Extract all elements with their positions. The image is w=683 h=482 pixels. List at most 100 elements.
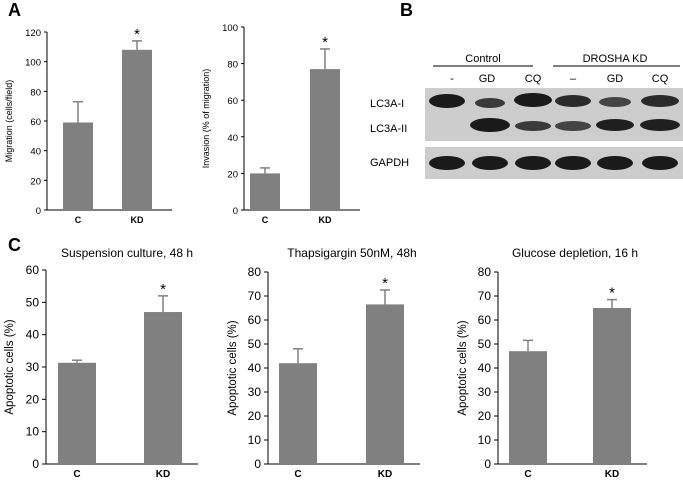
blot-lane-3: CQ xyxy=(525,73,542,85)
band-lc3a-ii-lane-3 xyxy=(515,121,551,131)
chart-4-bar-c xyxy=(279,363,317,464)
chart-5-y-tick-label: 60 xyxy=(478,313,492,327)
chart-2-bar-c xyxy=(250,173,280,210)
chart-5-y-tick-label: 10 xyxy=(478,433,492,447)
chart-5-bar-c xyxy=(509,351,547,464)
chart-4-y-tick-label: 20 xyxy=(248,409,262,423)
blot-row-gapdh: GAPDH xyxy=(370,157,409,169)
chart-2-y-axis-label: Invasion (% of migration) xyxy=(201,69,211,169)
chart-2-category-label: KD xyxy=(319,215,332,225)
chart-3-y-axis-label: Apoptotic cells (%) xyxy=(4,319,16,414)
chart-1-category-label: KD xyxy=(131,215,144,225)
chart-2-significance-marker: * xyxy=(322,34,328,51)
chart-5-y-tick-label: 30 xyxy=(478,385,492,399)
chart-3-significance-marker: * xyxy=(160,281,166,298)
chart-2-y-tick-label: 0 xyxy=(233,206,238,217)
chart-3-y-tick-label: 20 xyxy=(26,392,40,406)
panel-label-b: B xyxy=(400,0,413,20)
band-gapdh-lane-2 xyxy=(472,156,508,170)
chart-1-bar-c xyxy=(63,122,93,210)
chart-5-y-tick-label: 20 xyxy=(478,409,492,423)
band-gapdh-lane-5 xyxy=(597,156,633,170)
band-lc3a-ii-lane-4 xyxy=(555,121,591,131)
blot-group-kd: DROSHA KD xyxy=(583,53,648,65)
band-lc3a-i-lane-5 xyxy=(599,97,631,107)
band-lc3a-i-lane-6 xyxy=(641,95,679,107)
band-lc3a-i-lane-1 xyxy=(429,94,465,108)
band-gapdh-lane-6 xyxy=(642,156,678,170)
chart-5-category-label: C xyxy=(524,469,531,480)
chart-3-bar-c xyxy=(58,362,96,464)
blot-lane-4: – xyxy=(570,73,577,85)
chart-4-y-tick-label: 70 xyxy=(248,289,262,303)
chart-4-y-tick-label: 40 xyxy=(248,361,262,375)
chart-2-y-tick-label: 60 xyxy=(227,96,238,107)
chart-1-significance-marker: * xyxy=(134,26,140,43)
chart-5-y-axis-label: Apoptotic cells (%) xyxy=(457,320,469,415)
chart-3-category-label: C xyxy=(73,469,80,480)
blot-lane-5: GD xyxy=(607,73,624,85)
chart-4-y-tick-label: 50 xyxy=(248,337,262,351)
chart-3-y-tick-label: 60 xyxy=(26,263,40,277)
chart-2-y-tick-label: 40 xyxy=(227,133,238,144)
blot-lc3-membrane xyxy=(425,88,683,141)
chart-1-y-tick-label: 0 xyxy=(36,206,41,217)
chart-4-y-tick-label: 30 xyxy=(248,385,262,399)
chart-3-y-tick-label: 40 xyxy=(26,328,40,342)
chart-4-y-tick-label: 60 xyxy=(248,313,262,327)
chart-4-category-label: C xyxy=(294,469,301,480)
blot-lane-1: - xyxy=(450,73,454,85)
chart-2-y-tick-label: 100 xyxy=(222,23,238,34)
chart-5-category-label: KD xyxy=(605,469,619,480)
chart-5-y-tick-label: 0 xyxy=(484,457,491,471)
band-lc3a-i-lane-4 xyxy=(555,95,591,107)
chart-1-category-label: C xyxy=(75,215,82,225)
chart-2-y-tick-label: 20 xyxy=(227,169,238,180)
chart-2-y-tick-label: 80 xyxy=(227,60,238,71)
chart-5-y-tick-label: 70 xyxy=(478,289,492,303)
chart-5-title: Glucose depletion, 16 h xyxy=(512,246,638,260)
chart-3-bar-kd xyxy=(144,312,182,464)
chart-5-bar-kd xyxy=(593,308,631,464)
chart-3-y-tick-label: 50 xyxy=(26,295,40,309)
chart-4-y-axis-label: Apoptotic cells (%) xyxy=(227,320,239,415)
chart-1-y-tick-label: 20 xyxy=(30,176,41,187)
chart-4-significance-marker: * xyxy=(382,275,388,292)
chart-1-y-tick-label: 40 xyxy=(30,147,41,158)
blot-gapdh-membrane xyxy=(425,147,683,179)
chart-1-bar-kd xyxy=(122,49,152,210)
chart-4-category-label: KD xyxy=(378,469,392,480)
band-gapdh-lane-4 xyxy=(555,156,591,170)
band-lc3a-ii-lane-2 xyxy=(470,118,510,132)
band-lc3a-ii-lane-5 xyxy=(596,119,634,131)
chart-1-y-tick-label: 100 xyxy=(25,58,41,69)
blot-lane-6: CQ xyxy=(652,73,669,85)
band-gapdh-lane-1 xyxy=(429,156,465,170)
band-lc3a-i-lane-3 xyxy=(514,93,552,107)
chart-5-y-tick-label: 80 xyxy=(478,265,492,279)
chart-3-y-tick-label: 0 xyxy=(32,457,39,471)
panel-label-c: C xyxy=(8,235,21,255)
blot-row-lc3a-i: LC3A-I xyxy=(370,98,404,110)
chart-4-y-tick-label: 0 xyxy=(254,457,261,471)
band-gapdh-lane-3 xyxy=(515,156,551,170)
chart-3-category-label: KD xyxy=(156,469,170,480)
blot-row-lc3a-ii: LC3A-II xyxy=(370,123,407,135)
western-blot: Control DROSHA KD - GD CQ – GD CQ LC3A-I… xyxy=(370,53,683,179)
chart-3-y-tick-label: 30 xyxy=(26,360,40,374)
band-lc3a-ii-lane-6 xyxy=(640,119,680,131)
chart-5-y-tick-label: 50 xyxy=(478,337,492,351)
panel-label-a: A xyxy=(8,0,21,20)
chart-2-category-label: C xyxy=(262,215,269,225)
band-lc3a-i-lane-2 xyxy=(475,98,505,108)
chart-5-significance-marker: * xyxy=(609,285,615,302)
chart-4-y-tick-label: 80 xyxy=(248,265,262,279)
chart-3-y-tick-label: 10 xyxy=(26,425,40,439)
chart-4-title: Thapsigargin 50nM, 48h xyxy=(287,246,416,260)
chart-2-bar-kd xyxy=(310,69,340,210)
chart-1-y-tick-label: 60 xyxy=(30,117,41,128)
blot-group-control: Control xyxy=(465,53,500,65)
blot-lane-2: GD xyxy=(479,73,496,85)
chart-4-y-tick-label: 10 xyxy=(248,433,262,447)
